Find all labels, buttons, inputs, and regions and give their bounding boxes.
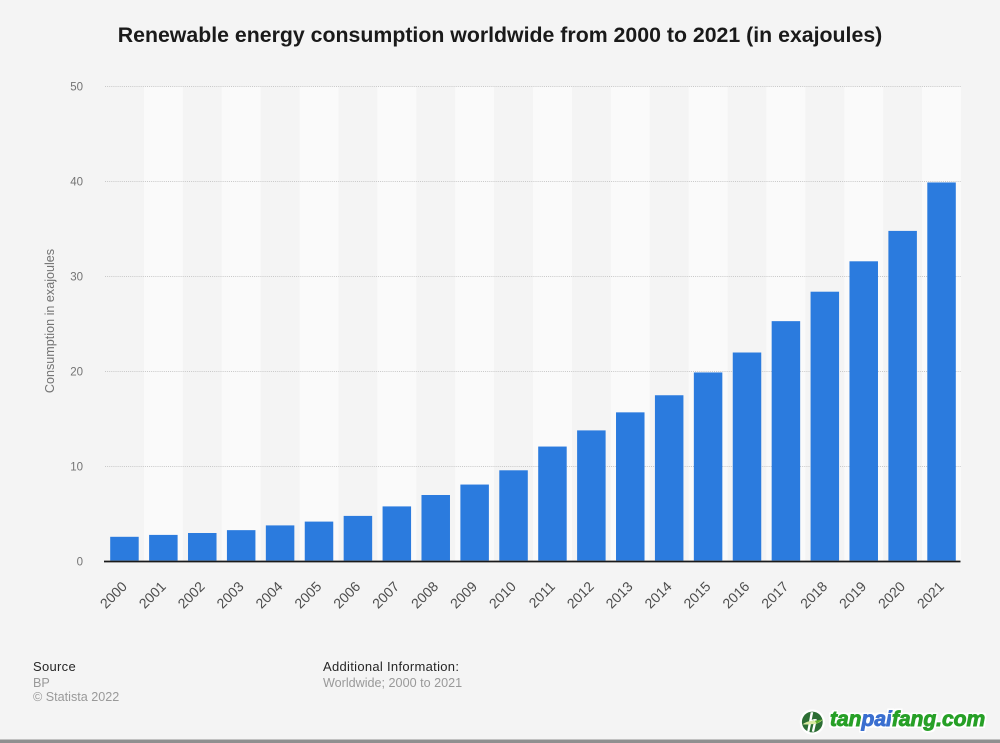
svg-text:2003: 2003 <box>213 578 246 611</box>
svg-text:2008: 2008 <box>408 578 441 611</box>
svg-text:2002: 2002 <box>174 578 207 611</box>
svg-text:0: 0 <box>77 557 83 569</box>
svg-text:40: 40 <box>70 177 83 189</box>
svg-text:2021: 2021 <box>914 578 947 611</box>
svg-text:2015: 2015 <box>680 578 713 611</box>
svg-text:2006: 2006 <box>330 578 363 611</box>
svg-text:2017: 2017 <box>758 578 791 611</box>
svg-text:2012: 2012 <box>564 578 597 611</box>
svg-text:2005: 2005 <box>291 578 324 611</box>
svg-text:Consumption in exajoules: Consumption in exajoules <box>43 249 57 393</box>
svg-text:2007: 2007 <box>369 578 402 611</box>
svg-text:30: 30 <box>70 272 83 284</box>
svg-text:10: 10 <box>70 462 83 474</box>
svg-text:2018: 2018 <box>797 578 830 611</box>
svg-text:2013: 2013 <box>602 578 635 611</box>
svg-text:2001: 2001 <box>136 578 169 611</box>
svg-text:2011: 2011 <box>525 578 558 611</box>
svg-text:2000: 2000 <box>97 578 130 611</box>
svg-text:2004: 2004 <box>252 578 285 611</box>
svg-text:2019: 2019 <box>836 578 869 611</box>
svg-text:2014: 2014 <box>641 578 674 611</box>
svg-text:20: 20 <box>70 367 83 379</box>
svg-text:2020: 2020 <box>875 578 908 611</box>
svg-text:50: 50 <box>70 82 83 94</box>
svg-text:2009: 2009 <box>447 578 480 611</box>
svg-text:2016: 2016 <box>719 578 752 611</box>
svg-text:2010: 2010 <box>486 578 519 611</box>
